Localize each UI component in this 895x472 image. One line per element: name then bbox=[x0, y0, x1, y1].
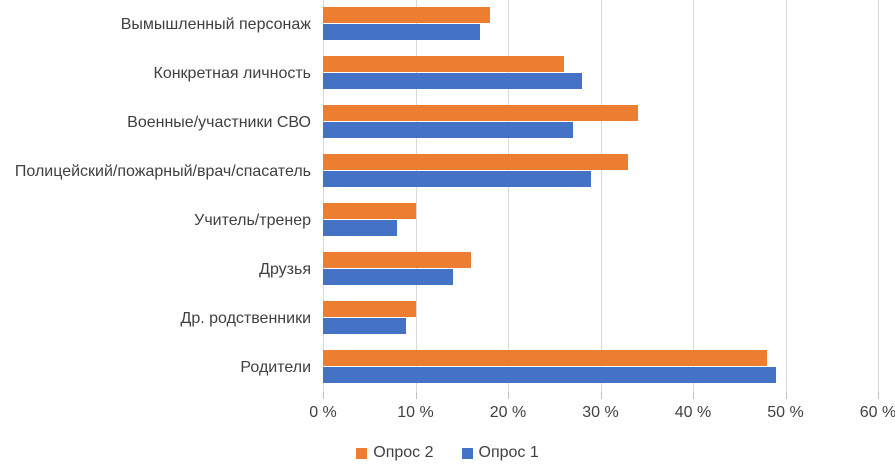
x-axis-tick-label: 10 % bbox=[397, 404, 434, 421]
category-label: Военные/участники СВО bbox=[127, 113, 311, 131]
bar-opros-1 bbox=[323, 269, 453, 285]
category-label: Вымышленный персонаж bbox=[120, 15, 311, 33]
chart-row bbox=[323, 196, 878, 245]
bar-opros-1 bbox=[323, 24, 481, 40]
bar-opros-2 bbox=[323, 203, 416, 219]
bar-opros-2 bbox=[323, 350, 767, 366]
chart-row bbox=[323, 343, 878, 392]
chart-row bbox=[323, 294, 878, 343]
bar-opros-1 bbox=[323, 367, 777, 383]
plot-area: 0 % 10 % 20 % 30 % 40 % 50 % 60 % bbox=[309, 0, 895, 421]
bar-opros-1 bbox=[323, 318, 407, 334]
bar-opros-1 bbox=[323, 122, 573, 138]
bar-opros-2 bbox=[323, 7, 490, 23]
axis-tick bbox=[323, 392, 324, 399]
gridline bbox=[600, 0, 602, 392]
x-axis-tick-label: 60 % bbox=[859, 404, 895, 421]
legend-swatch-opros-2 bbox=[356, 447, 368, 459]
bar-opros-2 bbox=[323, 154, 629, 170]
category-label: Полицейский/пожарный/врач/спасатель bbox=[14, 162, 311, 180]
bar-opros-1 bbox=[323, 171, 592, 187]
axis-tick bbox=[600, 392, 602, 399]
x-axis-tick-label: 40 % bbox=[674, 404, 712, 421]
gridline bbox=[785, 0, 787, 392]
gridline bbox=[693, 0, 694, 392]
x-axis-tick-label: 20 % bbox=[489, 404, 527, 421]
category-label: Др. родственники bbox=[180, 309, 312, 327]
legend: Опрос 2 Опрос 1 bbox=[0, 444, 895, 462]
category-label: Друзья bbox=[259, 260, 311, 278]
bar-opros-2 bbox=[323, 105, 638, 121]
axis-tick bbox=[693, 392, 694, 399]
chart-row bbox=[323, 245, 878, 294]
gridline bbox=[415, 0, 417, 392]
axis-tick bbox=[508, 392, 509, 399]
axis-tick bbox=[785, 392, 787, 399]
category-label: Конкретная личность bbox=[153, 64, 312, 82]
bar-opros-1 bbox=[323, 73, 582, 89]
bar-opros-2 bbox=[323, 301, 416, 317]
category-label: Родители bbox=[240, 358, 311, 376]
category-labels: Вымышленный персонаж Конкретная личность В… bbox=[0, 0, 317, 392]
chart-row bbox=[323, 49, 878, 98]
legend-swatch-opros-1 bbox=[461, 447, 473, 459]
legend-item-opros-1: Опрос 1 bbox=[461, 444, 539, 462]
legend-label-opros-1: Опрос 1 bbox=[478, 444, 539, 461]
chart-row bbox=[323, 147, 878, 196]
x-axis-tick-label: 0 % bbox=[309, 404, 337, 421]
gridline bbox=[878, 0, 879, 392]
bar-opros-2 bbox=[323, 252, 471, 268]
gridline bbox=[323, 0, 324, 392]
category-label: Учитель/тренер bbox=[194, 211, 311, 229]
chart-row bbox=[323, 98, 878, 147]
legend-item-opros-2: Опрос 2 bbox=[356, 444, 434, 462]
axis-tick bbox=[415, 392, 417, 399]
bar-opros-1 bbox=[323, 220, 397, 236]
legend-label-opros-2: Опрос 2 bbox=[373, 444, 434, 461]
bar-opros-2 bbox=[323, 56, 564, 72]
axis-tick bbox=[878, 392, 879, 399]
gridline bbox=[508, 0, 509, 392]
x-axis-tick-label: 50 % bbox=[767, 404, 804, 421]
chart-row bbox=[323, 0, 878, 49]
x-axis-tick-label: 30 % bbox=[582, 404, 619, 421]
